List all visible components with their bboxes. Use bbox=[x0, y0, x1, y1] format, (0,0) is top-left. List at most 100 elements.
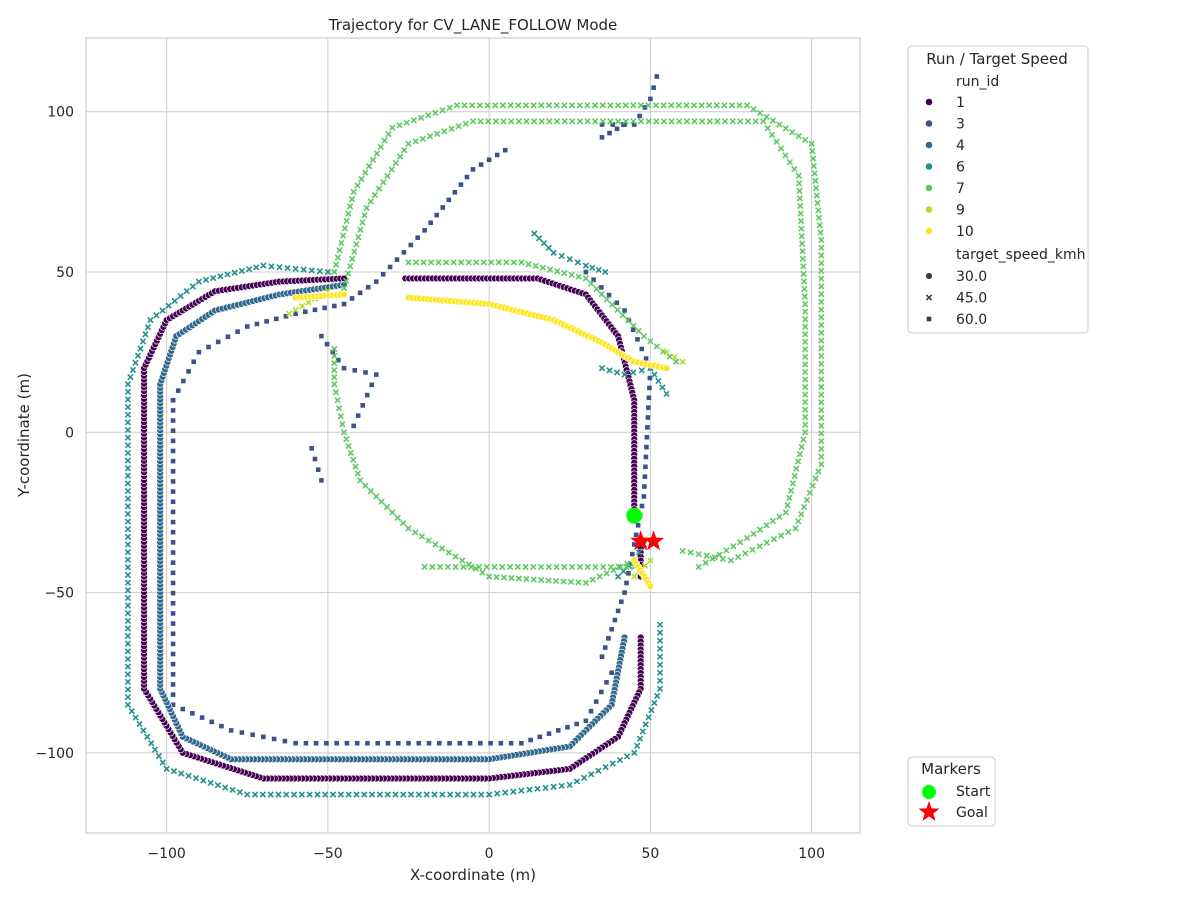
data-point bbox=[606, 292, 612, 298]
data-point bbox=[464, 174, 470, 180]
data-point bbox=[151, 746, 159, 753]
data-point bbox=[545, 102, 553, 109]
data-point bbox=[360, 403, 366, 408]
data-point bbox=[314, 791, 321, 798]
data-point bbox=[818, 321, 825, 329]
data-point bbox=[124, 701, 132, 708]
data-point bbox=[782, 509, 789, 516]
data-point bbox=[381, 137, 388, 144]
data-point bbox=[376, 791, 384, 798]
data-point bbox=[622, 118, 629, 125]
data-point bbox=[552, 577, 560, 585]
data-point bbox=[683, 102, 690, 109]
legend-style-label: 30.0 bbox=[956, 269, 987, 285]
data-point bbox=[488, 259, 495, 266]
data-point bbox=[170, 489, 176, 494]
data-point bbox=[802, 398, 809, 406]
data-point bbox=[538, 102, 545, 109]
data-point bbox=[475, 563, 483, 571]
data-point bbox=[405, 140, 412, 147]
data-point bbox=[798, 233, 805, 240]
data-point bbox=[459, 557, 466, 564]
data-point bbox=[714, 118, 721, 125]
data-point bbox=[170, 458, 176, 464]
data-point bbox=[395, 740, 401, 746]
data-point bbox=[306, 791, 313, 798]
data-point bbox=[660, 118, 668, 125]
data-point bbox=[434, 130, 441, 137]
series-run-1 bbox=[140, 274, 645, 783]
data-point bbox=[506, 563, 514, 571]
data-point bbox=[486, 157, 492, 163]
data-point bbox=[142, 331, 149, 338]
x-tick-label: −100 bbox=[147, 846, 185, 862]
data-point bbox=[679, 358, 686, 365]
data-point bbox=[530, 563, 537, 571]
data-point bbox=[337, 413, 344, 420]
data-point bbox=[668, 118, 675, 125]
data-point bbox=[642, 721, 649, 728]
data-point bbox=[229, 786, 236, 794]
data-point bbox=[568, 102, 576, 109]
data-point bbox=[656, 685, 664, 692]
data-point bbox=[454, 791, 462, 798]
data-point bbox=[652, 102, 660, 109]
data-point bbox=[814, 199, 821, 207]
data-point bbox=[764, 124, 771, 132]
data-point bbox=[341, 365, 347, 371]
data-point bbox=[124, 411, 132, 418]
data-point bbox=[635, 549, 643, 556]
data-point bbox=[341, 225, 349, 232]
data-point bbox=[663, 390, 670, 397]
run-legend-frame bbox=[907, 45, 1089, 334]
data-point bbox=[350, 188, 357, 196]
data-point bbox=[588, 771, 595, 778]
data-point bbox=[797, 210, 804, 217]
data-point bbox=[561, 269, 568, 277]
data-point bbox=[124, 602, 132, 609]
data-point bbox=[124, 510, 132, 518]
data-point bbox=[603, 570, 610, 577]
data-point bbox=[811, 170, 818, 177]
series-run-4 bbox=[156, 281, 629, 763]
data-point bbox=[691, 118, 698, 125]
data-point bbox=[124, 457, 132, 464]
data-point bbox=[361, 212, 368, 219]
data-point bbox=[802, 368, 809, 376]
data-point bbox=[423, 791, 430, 798]
data-point bbox=[165, 302, 172, 309]
data-point bbox=[600, 563, 607, 571]
data-point bbox=[354, 182, 361, 189]
data-point bbox=[723, 547, 730, 554]
data-point bbox=[561, 102, 568, 109]
data-point bbox=[810, 162, 818, 170]
data-point bbox=[553, 563, 560, 571]
data-point bbox=[219, 723, 224, 729]
data-point bbox=[488, 740, 493, 746]
data-point bbox=[415, 791, 423, 798]
data-point bbox=[124, 442, 132, 449]
data-point bbox=[743, 534, 751, 542]
data-point bbox=[791, 165, 798, 173]
data-point bbox=[316, 268, 323, 275]
data-point bbox=[604, 680, 609, 685]
data-point bbox=[170, 438, 176, 444]
data-point bbox=[599, 689, 604, 695]
data-point bbox=[698, 118, 706, 125]
data-point bbox=[385, 131, 392, 138]
data-point bbox=[801, 285, 808, 293]
data-point bbox=[124, 625, 132, 632]
data-point bbox=[492, 118, 500, 125]
data-point bbox=[308, 267, 315, 274]
data-point bbox=[331, 352, 338, 360]
data-point bbox=[614, 573, 622, 580]
data-point bbox=[305, 299, 312, 306]
data-point bbox=[646, 405, 651, 410]
data-point bbox=[324, 341, 330, 347]
data-point bbox=[361, 791, 368, 798]
data-point bbox=[561, 118, 568, 125]
data-point bbox=[642, 474, 648, 479]
data-point bbox=[614, 300, 620, 306]
data-point bbox=[656, 669, 664, 676]
data-point bbox=[500, 574, 508, 581]
